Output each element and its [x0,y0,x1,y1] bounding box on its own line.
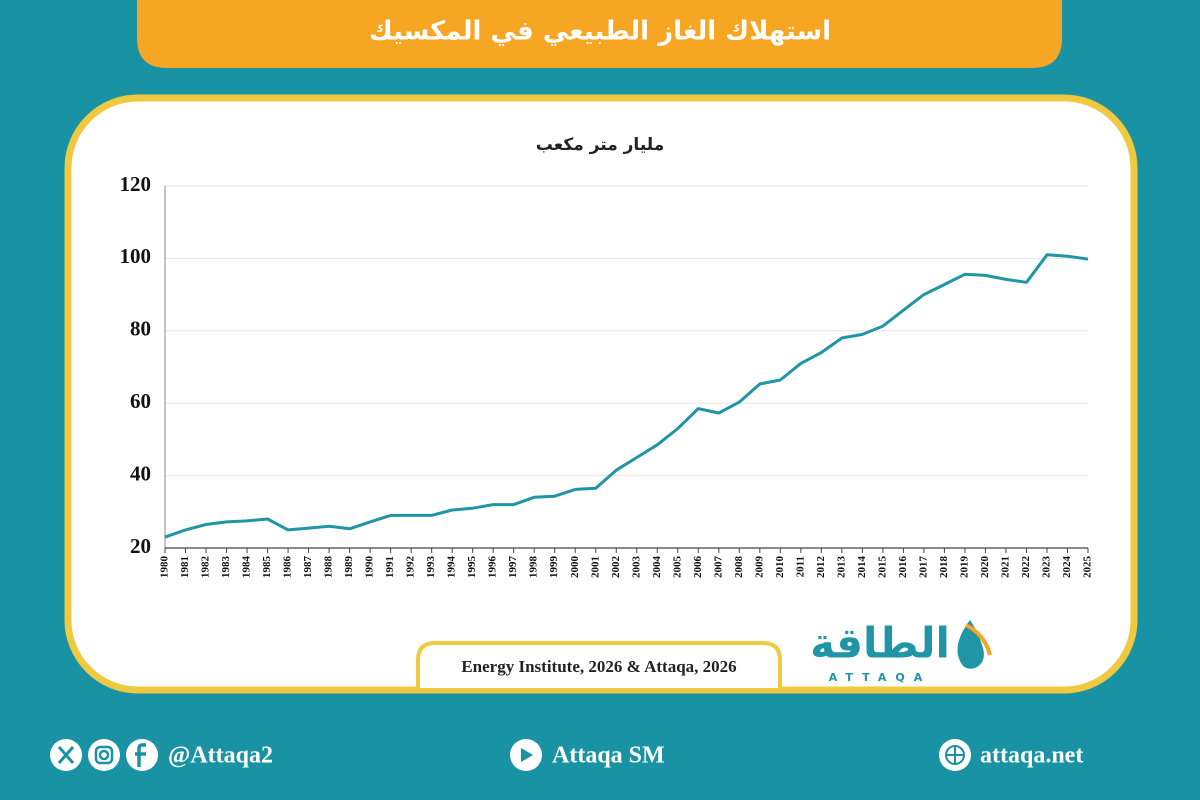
x-tick-label: 2022 [1020,556,1032,579]
y-tick-label: 40 [130,461,151,485]
x-tick-label: 1987 [302,556,314,579]
web-lines [946,746,964,764]
x-tick-label: 1982 [200,556,212,579]
x-tick-label: 1992 [405,556,417,579]
instagram-icon [88,739,120,771]
y-tick-label: 100 [120,244,152,268]
x-tick-label: 1985 [261,556,273,579]
y-tick-label: 120 [120,172,152,196]
header-title: استهلاك الغاز الطبيعي في المكسيك [369,17,831,47]
x-tick-label: 1999 [548,556,560,579]
x-tick-label: 2014 [856,556,868,579]
youtube-glyph [521,748,533,762]
x-tick-label: 2021 [999,556,1011,578]
logo-arabic: الطاقة [810,619,950,668]
footer-youtube: Attaqa SM [552,743,665,769]
chart-subtitle: مليار متر مكعب [536,135,664,155]
x-tick-label: 2020 [979,556,991,579]
facebook-glyph [135,743,146,767]
x-tick-label: 1981 [179,556,191,578]
instagram-glyph [94,745,114,765]
chart-panel [64,94,1138,694]
x-tick-label: 1986 [282,556,294,579]
x-tick-label: 2018 [938,556,950,579]
x-tick-label: 2016 [897,556,909,579]
data-line [164,253,1089,539]
x-tick-label: 1980 [159,556,171,579]
x-tick-label: 2017 [917,556,929,579]
x-tick-label: 1983 [220,556,232,579]
header-bar [137,0,1062,68]
x-tick-label: 2015 [876,556,888,579]
footer-website: attaqa.net [980,743,1083,769]
x-tick-label: 1997 [507,556,519,579]
x-tick-label: 2023 [1041,556,1053,579]
logo-latin: ATTAQA [829,671,931,684]
x-tick-label: 2002 [610,556,622,579]
x-tick-label: 1984 [241,556,253,579]
x-tick-label: 1988 [323,556,335,579]
x-tick-label: 1994 [446,556,458,579]
x-tick-label: 2013 [835,556,847,579]
instagram-lens [98,749,110,761]
x-tick-label: 1995 [466,556,478,579]
x-tick-label: 2012 [815,556,827,579]
x-tick-label: 2025 [1082,556,1094,579]
x-tick-label: 2011 [794,556,806,577]
x-tick-label: 1993 [425,556,437,579]
source-text: Energy Institute, 2026 & Attaqa, 2026 [461,657,736,676]
social-icons [50,739,971,771]
y-tick-label: 20 [130,534,151,558]
x-tick-label: 2007 [712,556,724,579]
x-tick-label: 2024 [1061,556,1073,579]
y-tick-label: 60 [130,389,151,413]
x-tick-label: 2010 [774,556,786,579]
plot: 20 40 60 80 100 120 1980 1981 1982 1983 1984 1985 19… [120,172,1094,578]
x-tick-label: 1998 [528,556,540,579]
footer-social: @Attaqa2 [168,743,273,769]
x-tick-label: 2009 [753,556,765,579]
x-tick-label: 2006 [692,556,704,579]
x-glyph [57,746,75,764]
x-tick-label: 2003 [630,556,642,579]
x-tick-label: 1990 [364,556,376,579]
y-tick-label: 80 [130,317,151,341]
x-tick-label: 1991 [384,556,396,578]
logo-drop [957,620,984,669]
x-tick-label: 1989 [343,556,355,579]
x-tick-label: 2005 [671,556,683,579]
logo-flame [965,623,992,656]
x-tick-label: 2004 [651,556,663,579]
x-tick-label: 1996 [487,556,499,579]
x-tick-label: 2001 [589,556,601,578]
x-tick-label: 2000 [569,556,581,579]
source-box [416,641,782,692]
x-tick-label: 2008 [733,556,745,579]
x-tick-label: 2019 [958,556,970,579]
